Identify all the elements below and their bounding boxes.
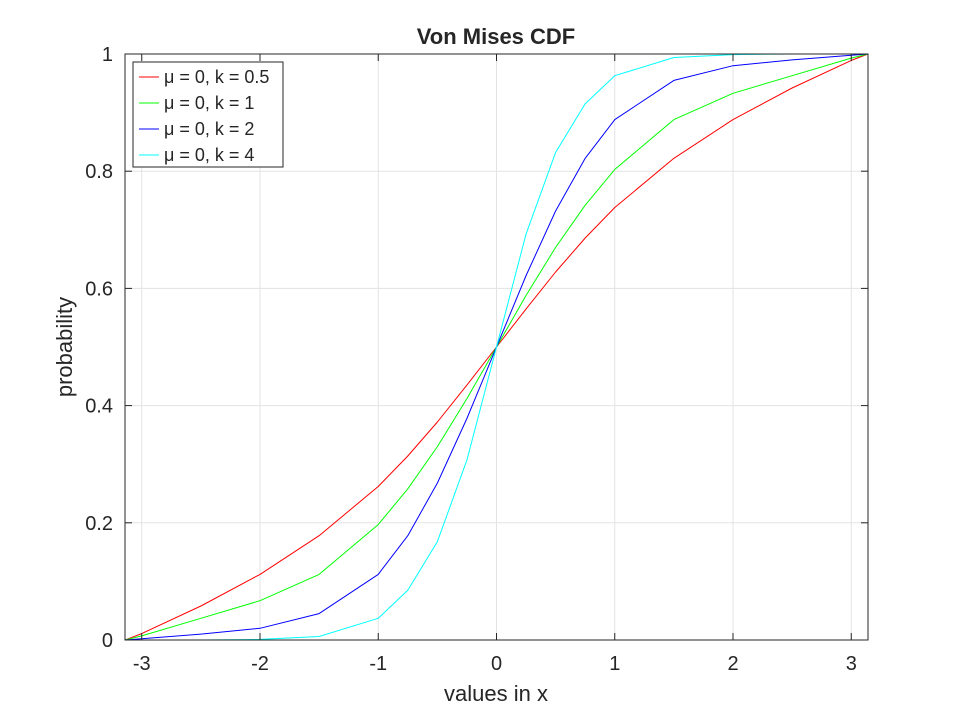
legend-label: μ = 0, k = 4 <box>164 145 254 165</box>
legend-box <box>132 61 284 168</box>
x-tick-label: 1 <box>609 653 620 675</box>
x-axis-label: values in x <box>444 681 548 706</box>
y-tick-label: 1 <box>102 44 113 66</box>
x-tick-label: 2 <box>727 653 738 675</box>
y-tick-label: 0.4 <box>85 396 113 418</box>
x-tick-label: 3 <box>846 653 857 675</box>
x-tick-label: 0 <box>491 653 502 675</box>
legend-label: μ = 0, k = 0.5 <box>164 67 269 87</box>
x-tick-label: -1 <box>369 653 387 675</box>
y-axis-label: probability <box>52 297 77 397</box>
y-tick-label: 0.8 <box>85 161 113 183</box>
x-tick-label: -3 <box>133 653 151 675</box>
x-tick-label: -2 <box>251 653 269 675</box>
y-tick-label: 0.2 <box>85 513 113 535</box>
legend-items: μ = 0, k = 0.5 μ = 0, k = 1 μ = 0, k = 2 μ … <box>139 67 269 165</box>
chart-title: Von Mises CDF <box>417 24 576 49</box>
legend-label: μ = 0, k = 1 <box>164 93 254 113</box>
legend-label: μ = 0, k = 2 <box>164 119 254 139</box>
y-tick-label: 0 <box>102 630 113 652</box>
legend: μ = 0, k = 0.5 μ = 0, k = 1 μ = 0, k = 2 μ … <box>132 61 284 168</box>
y-tick-label: 0.6 <box>85 278 113 300</box>
ticks: -3 -2 -1 0 1 2 3 0 0.2 0.4 0.6 0.8 1 <box>85 44 868 675</box>
